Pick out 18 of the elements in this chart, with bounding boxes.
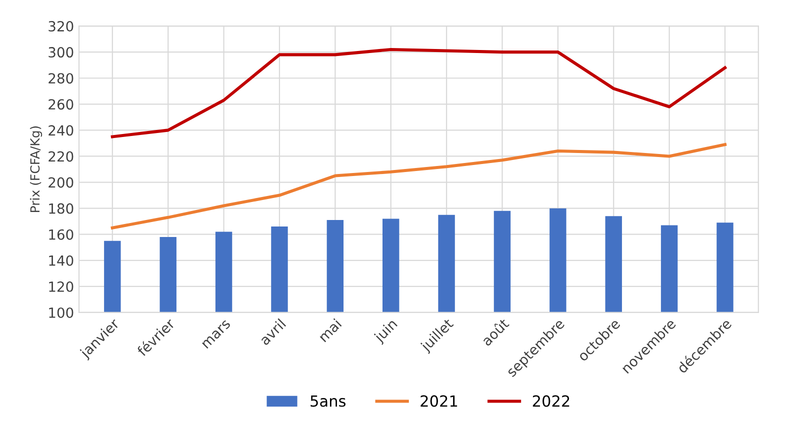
y-tick-label: 300 xyxy=(48,47,74,58)
legend-label: 2021 xyxy=(420,395,458,407)
y-tick-label: 200 xyxy=(48,177,74,188)
y-tick-label: 160 xyxy=(49,229,74,240)
y-tick-label: 280 xyxy=(48,73,74,84)
y-tick-label: 240 xyxy=(48,125,74,136)
y-tick-label: 260 xyxy=(48,99,74,110)
line-series xyxy=(110,142,727,230)
line-series xyxy=(110,48,727,138)
legend-label: 2022 xyxy=(532,395,570,407)
y-tick-label: 180 xyxy=(49,203,74,214)
y-tick-label: 320 xyxy=(48,21,74,32)
y-tick-label: 120 xyxy=(49,281,74,292)
legend-label: 5ans xyxy=(310,395,346,407)
y-tick-label: 220 xyxy=(48,151,74,162)
y-tick-label: 100 xyxy=(49,307,74,318)
y-tick-label: 140 xyxy=(49,255,74,266)
y-axis-title: Prix (FCFA/Kg) xyxy=(30,126,42,212)
